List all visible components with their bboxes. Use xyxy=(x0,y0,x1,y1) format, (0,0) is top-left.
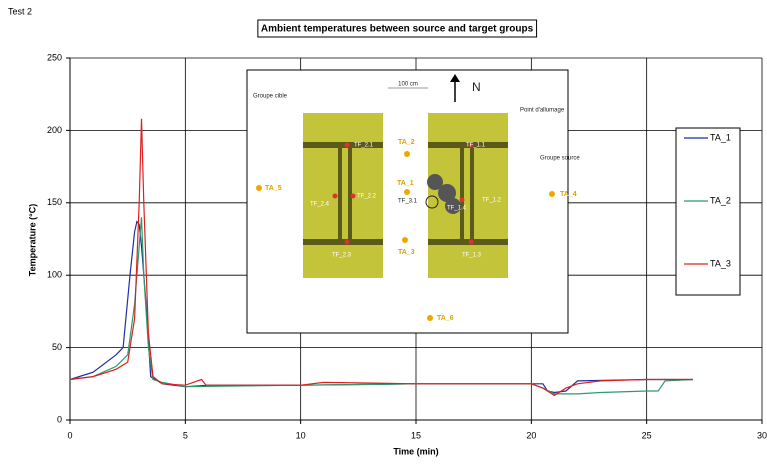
north-label: N xyxy=(472,80,481,94)
sensor-label: TF_1.4 xyxy=(447,206,467,212)
sensor-label: TF_2.1 xyxy=(354,143,374,149)
sensor-label: TF_2.2 xyxy=(357,194,377,200)
legend-label: TA_1 xyxy=(710,132,731,142)
ambient-label: TA_1 xyxy=(397,180,414,187)
beam xyxy=(303,142,383,148)
caption: Test 2 xyxy=(8,6,32,16)
sensor-dot xyxy=(468,239,474,245)
y-tick-label: 150 xyxy=(47,197,62,207)
ambient-label: TA_4 xyxy=(560,191,577,198)
ambient-dot xyxy=(549,191,555,197)
legend: TA_1 TA_2 TA_3 xyxy=(675,127,741,296)
x-axis-label: Time (min) xyxy=(393,446,438,456)
sensor-label: TF_2.3 xyxy=(332,253,352,259)
sensor-dot xyxy=(332,193,338,199)
sensor-label: TF_1.1 xyxy=(466,143,486,149)
beam xyxy=(338,148,342,239)
sensor-dot xyxy=(344,239,350,245)
y-tick-label: 0 xyxy=(57,414,62,424)
y-tick-label: 250 xyxy=(47,52,62,62)
sensor-dot xyxy=(344,142,350,148)
ambient-dot xyxy=(404,189,410,195)
y-tick-label: 100 xyxy=(47,270,62,280)
y-tick-label: 50 xyxy=(52,342,62,352)
series-line xyxy=(69,217,693,395)
inset-label: Groupe cible xyxy=(253,94,288,100)
ambient-dot xyxy=(404,151,410,157)
ambient-dot xyxy=(402,237,408,243)
ignition-point xyxy=(425,195,439,209)
legend-label: TA_2 xyxy=(710,195,731,205)
legend-frame xyxy=(675,127,741,296)
y-axis-label: Temperature (°C) xyxy=(27,204,37,276)
sensor-dot xyxy=(459,197,465,203)
north-arrow-head xyxy=(450,74,460,82)
x-tick-label: 10 xyxy=(296,430,306,440)
x-tick-label: 20 xyxy=(526,430,536,440)
beam xyxy=(460,148,464,239)
ambient-label: TA_2 xyxy=(398,139,415,146)
sensor-dot xyxy=(468,142,474,148)
x-tick-label: 15 xyxy=(411,430,421,440)
inset-frame xyxy=(246,69,569,334)
sensor-label: TF_1.2 xyxy=(482,198,502,204)
inset-diagram: Groupe cible Point d'allumage Groupe sou… xyxy=(246,69,580,334)
inset-label: 100 cm xyxy=(398,82,418,88)
ambient-label: TA_3 xyxy=(398,249,415,256)
x-tick-label: 0 xyxy=(67,430,72,440)
inset-label: Point d'allumage xyxy=(520,108,565,114)
sensor-label: TF_1.3 xyxy=(462,253,482,259)
beam xyxy=(303,239,383,245)
ambient-label: TA_5 xyxy=(265,185,282,192)
ignition-smoke xyxy=(445,198,461,214)
series-line xyxy=(69,220,693,394)
x-tick-label: 5 xyxy=(183,430,188,440)
title-box xyxy=(257,19,538,38)
sensor-label: TF_2.4 xyxy=(310,202,330,208)
ignition-smoke xyxy=(438,184,456,202)
beam xyxy=(428,239,508,245)
ambient-dot xyxy=(427,315,433,321)
target-block xyxy=(303,113,383,278)
inset-label: Groupe source xyxy=(540,156,580,162)
chart-title: Ambient temperatures between source and … xyxy=(261,24,534,35)
beam xyxy=(428,142,508,148)
beam xyxy=(348,148,352,239)
ignition-smoke xyxy=(427,174,443,190)
series-line xyxy=(69,118,693,397)
sensor-dot xyxy=(350,193,356,199)
x-tick-label: 25 xyxy=(642,430,652,440)
ambient-label: TA_6 xyxy=(437,315,454,322)
legend-label: TA_3 xyxy=(710,258,731,268)
sensor-label: TF_3.1 xyxy=(398,199,418,205)
ambient-dot xyxy=(256,185,262,191)
y-tick-label: 200 xyxy=(47,125,62,135)
beam xyxy=(470,148,474,239)
x-tick-label: 30 xyxy=(757,430,767,440)
